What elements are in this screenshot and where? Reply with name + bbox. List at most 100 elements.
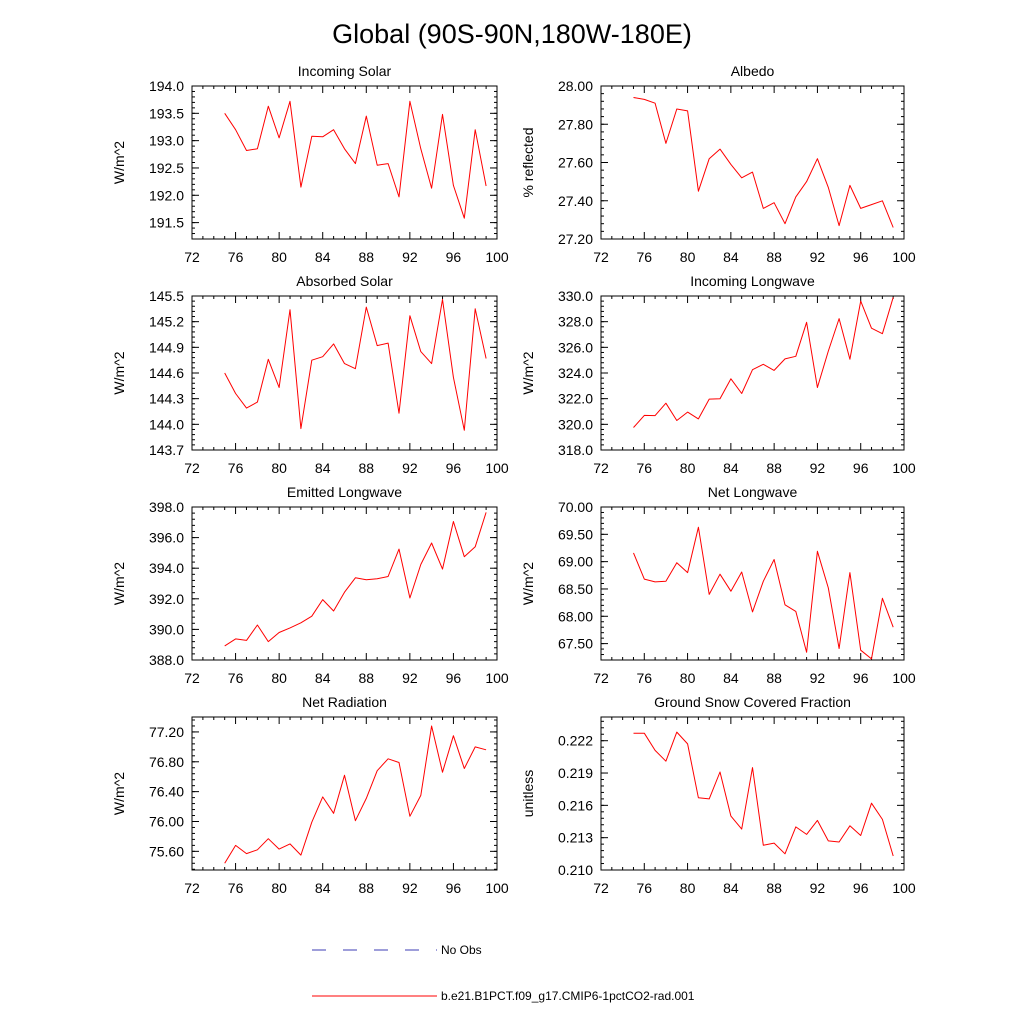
panel: Net Longwave W/m^2 72 76 80 84 88 92 96 100 67.50 6…	[520, 484, 916, 686]
series-line	[224, 100, 487, 219]
panel-title: Ground Snow Covered Fraction	[654, 694, 851, 710]
y-tick-label: 194.0	[149, 78, 184, 94]
panel-title: Emitted Longwave	[287, 484, 402, 500]
y-tick-label: 330.0	[558, 288, 593, 304]
x-tick-label: 72	[593, 880, 609, 896]
x-tick-label: 80	[271, 880, 287, 896]
y-tick-label: 67.50	[558, 636, 593, 652]
x-tick-label: 100	[485, 249, 509, 265]
x-tick-label: 96	[446, 460, 462, 476]
panel: Absorbed Solar W/m^2 72 76 80 84 88 92 96 100 143.…	[111, 273, 509, 476]
series-line	[224, 512, 487, 647]
x-tick-label: 88	[358, 880, 374, 896]
series-line	[633, 731, 894, 857]
x-tick-label: 92	[402, 460, 418, 476]
x-tick-label: 76	[636, 670, 652, 686]
y-axis-label: unitless	[520, 770, 536, 817]
x-tick-label: 76	[636, 249, 652, 265]
x-tick-label: 72	[184, 880, 200, 896]
x-tick-label: 96	[446, 670, 462, 686]
x-tick-label: 88	[766, 670, 782, 686]
y-tick-label: 68.50	[558, 581, 593, 597]
panel-title: Net Radiation	[302, 694, 387, 710]
x-tick-label: 72	[184, 460, 200, 476]
y-tick-label: 144.3	[149, 391, 184, 407]
y-tick-label: 318.0	[558, 442, 593, 458]
x-tick-label: 96	[853, 460, 869, 476]
y-tick-label: 144.0	[149, 416, 184, 432]
panels: Incoming Solar W/m^2 72 76 80 84 88 92 96 100 191.…	[111, 63, 916, 896]
x-tick-label: 80	[271, 249, 287, 265]
y-tick-label: 70.00	[558, 499, 593, 515]
y-axis-label: W/m^2	[520, 351, 536, 394]
x-tick-label: 100	[892, 460, 916, 476]
x-tick-label: 84	[315, 460, 331, 476]
y-tick-label: 76.40	[149, 784, 184, 800]
y-tick-label: 76.80	[149, 754, 184, 770]
x-tick-label: 96	[853, 670, 869, 686]
x-tick-label: 96	[853, 880, 869, 896]
y-tick-label: 145.2	[149, 314, 184, 330]
legend-model-label: b.e21.B1PCT.f09_g17.CMIP6-1pctCO2-rad.00…	[441, 989, 695, 1003]
panel: Incoming Longwave W/m^2 72 76 80 84 88 92 96 100 3…	[520, 273, 916, 476]
x-tick-label: 84	[723, 670, 739, 686]
series-line	[224, 725, 487, 864]
legend-obs-label: No Obs	[441, 943, 482, 957]
x-tick-label: 76	[228, 460, 244, 476]
y-tick-label: 192.5	[149, 160, 184, 176]
y-tick-label: 77.20	[149, 724, 184, 740]
y-tick-label: 143.7	[149, 442, 184, 458]
y-tick-label: 69.50	[558, 526, 593, 542]
x-tick-label: 76	[636, 880, 652, 896]
x-tick-label: 88	[766, 880, 782, 896]
x-tick-label: 88	[766, 460, 782, 476]
x-tick-label: 92	[810, 249, 826, 265]
x-tick-label: 76	[636, 460, 652, 476]
y-tick-label: 27.60	[558, 155, 593, 171]
panel: Albedo % reflected 72 76 80 84 88 92 96 100 27.20 2…	[520, 63, 916, 265]
y-tick-label: 0.219	[558, 765, 593, 781]
x-tick-label: 92	[810, 460, 826, 476]
panel-title: Incoming Solar	[298, 63, 392, 79]
x-tick-label: 72	[184, 249, 200, 265]
y-axis-label: % reflected	[520, 127, 536, 197]
x-tick-label: 96	[446, 880, 462, 896]
x-tick-label: 80	[680, 670, 696, 686]
x-tick-label: 92	[402, 249, 418, 265]
x-tick-label: 100	[892, 249, 916, 265]
panel: Net Radiation W/m^2 72 76 80 84 88 92 96 100 75.60…	[111, 694, 509, 896]
y-tick-label: 68.00	[558, 608, 593, 624]
plot-frame	[191, 85, 498, 240]
x-tick-label: 92	[810, 670, 826, 686]
x-tick-label: 80	[680, 460, 696, 476]
y-axis-label: W/m^2	[520, 562, 536, 605]
y-tick-label: 193.5	[149, 105, 184, 121]
y-tick-label: 396.0	[149, 530, 184, 546]
y-tick-label: 398.0	[149, 499, 184, 515]
x-tick-label: 96	[853, 249, 869, 265]
x-tick-label: 84	[315, 249, 331, 265]
y-tick-label: 326.0	[558, 339, 593, 355]
y-axis-label: W/m^2	[111, 351, 127, 394]
panel: Incoming Solar W/m^2 72 76 80 84 88 92 96 100 191.…	[111, 63, 509, 265]
panel-title: Net Longwave	[708, 484, 798, 500]
x-tick-label: 96	[446, 249, 462, 265]
series-line	[633, 526, 894, 660]
y-tick-label: 392.0	[149, 591, 184, 607]
x-tick-label: 84	[315, 670, 331, 686]
series-line	[633, 297, 894, 428]
x-tick-label: 88	[358, 249, 374, 265]
x-tick-label: 100	[485, 460, 509, 476]
x-tick-label: 100	[892, 670, 916, 686]
y-tick-label: 192.0	[149, 187, 184, 203]
y-tick-label: 193.0	[149, 133, 184, 149]
x-tick-label: 100	[485, 670, 509, 686]
series-line	[224, 298, 487, 431]
y-axis-label: W/m^2	[111, 772, 127, 815]
y-tick-label: 322.0	[558, 391, 593, 407]
y-tick-label: 75.60	[149, 843, 184, 859]
x-tick-label: 76	[228, 670, 244, 686]
y-tick-label: 0.222	[558, 733, 593, 749]
x-tick-label: 84	[315, 880, 331, 896]
y-tick-label: 27.40	[558, 193, 593, 209]
